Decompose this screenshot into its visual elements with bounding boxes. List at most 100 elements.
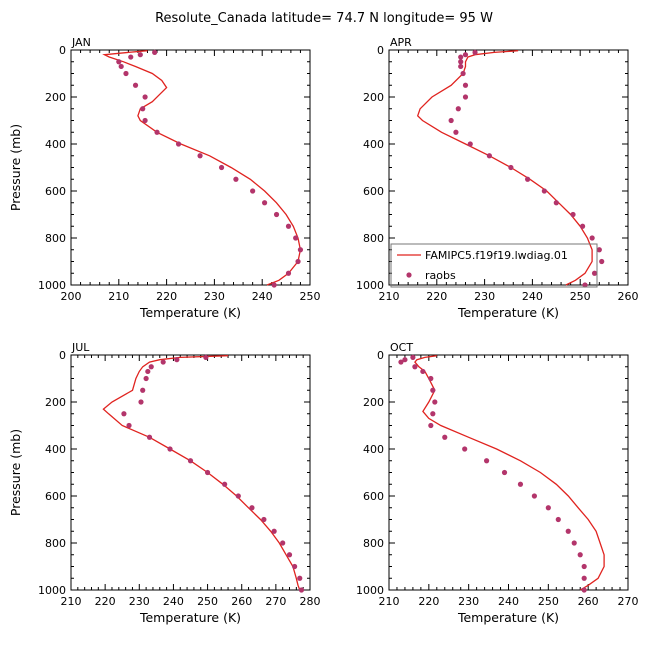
raobs-point — [402, 357, 408, 363]
raobs-point — [222, 481, 228, 487]
y-tick-label: 400 — [45, 443, 66, 456]
raobs-point — [398, 359, 404, 365]
raobs-point — [420, 368, 426, 375]
y-tick-label: 0 — [377, 349, 384, 362]
raobs-point — [486, 153, 492, 159]
y-tick-label: 600 — [363, 185, 384, 198]
y-tick-label: 400 — [363, 138, 384, 151]
raobs-point — [128, 54, 134, 60]
raobs-point — [565, 528, 571, 534]
raobs-point — [571, 540, 577, 546]
x-tick-label: 210 — [61, 595, 82, 608]
legend-dot-swatch — [406, 272, 412, 278]
y-tick-label: 200 — [363, 91, 384, 104]
x-tick-label: 250 — [570, 290, 591, 303]
y-tick-label: 800 — [45, 537, 66, 550]
raobs-point — [235, 493, 241, 499]
y-axis-label: Pressure (mb) — [8, 124, 23, 211]
x-tick-label: 240 — [498, 595, 519, 608]
raobs-point — [271, 528, 277, 534]
raobs-point — [462, 94, 469, 100]
x-axis-label: Temperature (K) — [457, 305, 559, 320]
raobs-point — [570, 211, 576, 218]
raobs-point — [428, 422, 434, 429]
raobs-point — [298, 587, 305, 593]
raobs-point — [261, 200, 268, 206]
x-tick-label: 280 — [300, 595, 321, 608]
raobs-point — [280, 540, 286, 546]
raobs-point — [297, 247, 304, 253]
raobs-point — [286, 552, 293, 558]
x-tick-label: 240 — [522, 290, 543, 303]
raobs-point — [261, 516, 267, 523]
raobs-point — [531, 493, 537, 499]
raobs-point — [273, 211, 280, 218]
raobs-point — [152, 49, 158, 55]
raobs-point — [160, 359, 166, 365]
raobs-point — [525, 176, 531, 182]
y-tick-label: 800 — [45, 232, 66, 245]
raobs-point — [448, 117, 454, 124]
raobs-point — [187, 458, 194, 464]
y-tick-label: 1000 — [38, 279, 66, 292]
raobs-point — [271, 282, 277, 288]
x-tick-label: 220 — [156, 290, 177, 303]
x-tick-label: 260 — [578, 595, 599, 608]
raobs-point — [203, 354, 209, 360]
raobs-point — [410, 354, 416, 360]
raobs-point — [483, 458, 490, 464]
raobs-point — [553, 200, 559, 206]
plot-frame — [70, 49, 311, 286]
raobs-point — [517, 481, 524, 487]
panel-jan: 200 210 220 230 240 250 0 200 400 600 800 1000 JAN Te… — [8, 36, 321, 320]
raobs-point — [458, 54, 464, 60]
raobs-point — [581, 587, 587, 593]
raobs-point — [204, 469, 211, 476]
y-tick-label: 0 — [59, 349, 66, 362]
x-tick-label: 250 — [538, 595, 559, 608]
y-tick-label: 600 — [363, 490, 384, 503]
raobs-point — [145, 368, 151, 375]
raobs-point — [118, 63, 124, 70]
raobs-point — [293, 235, 299, 241]
raobs-point — [462, 52, 469, 58]
raobs-point — [167, 446, 173, 452]
raobs-point — [154, 129, 160, 135]
x-tick-label: 260 — [231, 595, 252, 608]
raobs-point — [430, 411, 436, 417]
y-tick-label: 1000 — [356, 279, 384, 292]
raobs-point — [460, 70, 466, 77]
x-tick-label: 270 — [265, 595, 286, 608]
raobs-point — [455, 106, 461, 112]
y-tick-label: 800 — [363, 537, 384, 550]
y-tick-label: 1000 — [356, 584, 384, 597]
raobs-point — [579, 223, 586, 229]
raobs-point — [292, 563, 298, 570]
raobs-point — [442, 434, 448, 440]
raobs-point — [453, 129, 459, 135]
panel-oct: 210 220 230 240 250 260 270 0 200 400 600 800 1000 OC… — [356, 341, 639, 625]
x-tick-label: 250 — [197, 595, 218, 608]
legend: FAMIPC5.f19f19.lwdiag.01 raobs — [390, 243, 598, 288]
y-tick-label: 400 — [45, 138, 66, 151]
panel-label: JUL — [71, 341, 90, 354]
model-line — [414, 355, 605, 591]
raobs-point — [545, 505, 551, 511]
legend-label-model: FAMIPC5.f19f19.lwdiag.01 — [425, 249, 568, 262]
raobs-point — [140, 106, 146, 112]
raobs-point — [581, 575, 587, 581]
raobs-point — [285, 270, 292, 276]
x-axis-label: Temperature (K) — [139, 610, 241, 625]
x-tick-label: 200 — [61, 290, 82, 303]
x-tick-label: 270 — [618, 595, 639, 608]
raobs-point — [589, 235, 595, 241]
y-tick-label: 200 — [45, 396, 66, 409]
raobs-point — [174, 357, 180, 363]
legend-label-raobs: raobs — [425, 269, 456, 282]
raobs-point — [142, 94, 148, 100]
x-tick-label: 230 — [474, 290, 495, 303]
raobs-point — [121, 411, 127, 417]
x-axis-label: Temperature (K) — [139, 305, 241, 320]
raobs-point — [123, 70, 129, 77]
x-tick-label: 240 — [163, 595, 184, 608]
